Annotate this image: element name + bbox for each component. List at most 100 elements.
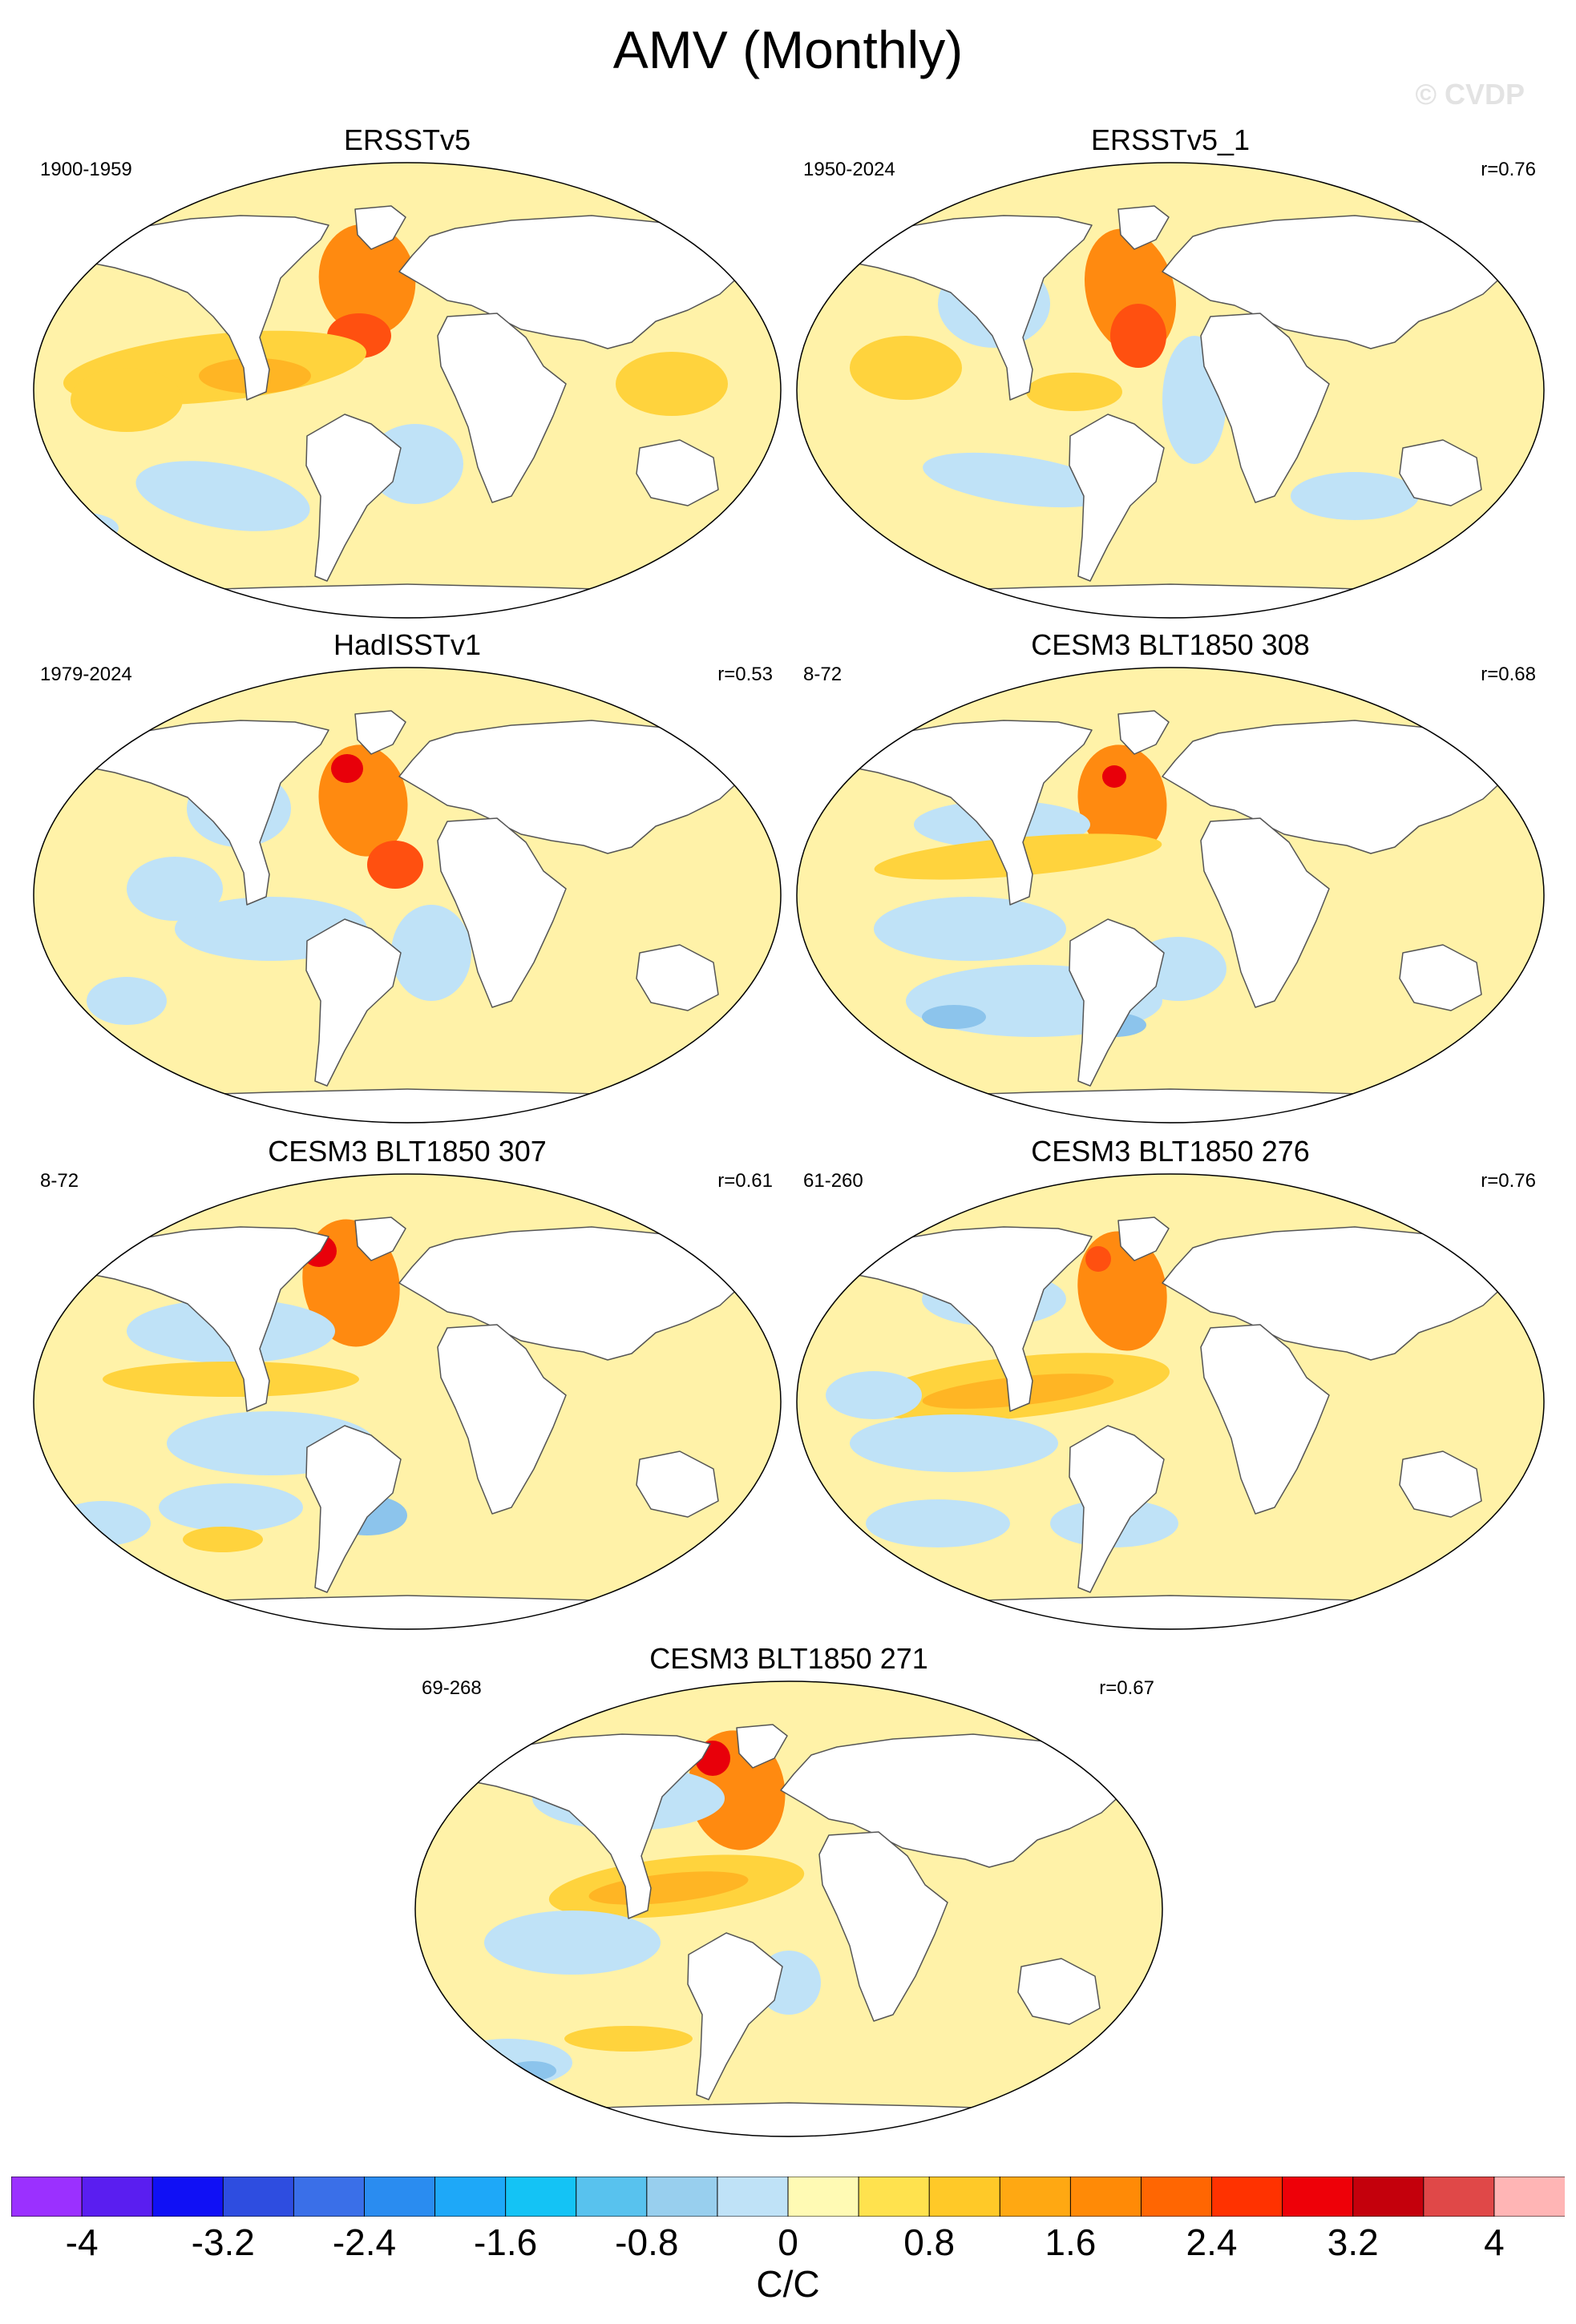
colorbar-box (222, 2177, 295, 2217)
land-south-america (305, 414, 402, 582)
land-greenland (354, 205, 406, 250)
sst-anomaly-blob (1110, 304, 1166, 368)
sst-anomaly-blob (1077, 744, 1167, 857)
sst-anomaly-blob (318, 224, 416, 336)
colorbar-box (1069, 2177, 1142, 2217)
land-greenland (354, 710, 406, 755)
sst-anomaly-blob (1085, 1246, 1111, 1272)
panel-title: HadISSTv1 (333, 628, 482, 661)
land-greenland (1117, 710, 1170, 755)
land-antarctica (118, 1595, 697, 1629)
land-north-america (837, 720, 1093, 906)
land-antarctica (118, 583, 697, 618)
sst-anomaly-blob (444, 2039, 572, 2087)
panel-title: CESM3 BLT1850 271 (649, 1642, 928, 1675)
land-australia (1017, 1958, 1101, 2025)
sst-anomaly-blob (484, 1910, 661, 1975)
colorbar-tick-label: -3.2 (191, 2221, 255, 2263)
colorbar-box (1140, 2177, 1213, 2217)
land-south-america (305, 1425, 402, 1593)
colorbar-units: C/C (756, 2263, 820, 2305)
colorbar-box (646, 2177, 718, 2217)
sst-anomaly-blob (71, 368, 183, 432)
land-eurasia (780, 1733, 1134, 1868)
colorbar-box (293, 2177, 366, 2217)
land-north-america (74, 1226, 329, 1412)
map-outline (796, 667, 1545, 1124)
world-map (33, 1173, 782, 1630)
land-south-america (1069, 918, 1165, 1087)
sst-anomaly-blob (564, 2026, 693, 2052)
colorbar-box (434, 2177, 507, 2217)
land-south-america (305, 918, 402, 1087)
land-greenland (1117, 205, 1170, 250)
land-south-america (1069, 1425, 1165, 1593)
colorbar (11, 2177, 1565, 2217)
sst-anomaly-blob (866, 1499, 1010, 1547)
sst-anomaly-blob (331, 754, 363, 783)
land-eurasia (398, 1226, 753, 1361)
colorbar-box (999, 2177, 1072, 2217)
land-antarctica (881, 583, 1460, 618)
map-panel-cesm3-307: CESM3 BLT1850 307 8-72 r=0.61 (30, 1136, 784, 1632)
land-eurasia (1162, 720, 1516, 854)
map-outline (796, 1173, 1545, 1630)
map-outline (33, 667, 782, 1124)
map-panel-ersstv5-1: ERSSTv5_1 1950-2024 r=0.76 (794, 124, 1547, 621)
sst-anomaly-blob (874, 897, 1066, 961)
land-north-america (455, 1733, 711, 1919)
land-greenland (1117, 1216, 1170, 1261)
sst-anomaly-blob (183, 1527, 263, 1552)
land-south-america (1069, 414, 1165, 582)
map-panel-cesm3-276: CESM3 BLT1850 276 61-260 r=0.76 (794, 1136, 1547, 1632)
colorbar-box (1352, 2177, 1424, 2217)
colorbar-box (363, 2177, 436, 2217)
panel-correlation: r=0.68 (1481, 664, 1536, 685)
colorbar-tick-label: -0.8 (615, 2221, 679, 2263)
sst-anomaly-blob (922, 1005, 986, 1029)
land-africa (1200, 313, 1330, 503)
colorbar-box (717, 2177, 790, 2217)
sst-anomaly-blob (923, 452, 1113, 508)
panel-correlation: r=0.67 (1099, 1677, 1154, 1699)
panel-title: CESM3 BLT1850 307 (268, 1135, 547, 1168)
world-map (796, 162, 1545, 619)
sst-anomaly-blob (127, 857, 223, 921)
panel-period: 69-268 (422, 1677, 482, 1699)
land-australia (1399, 439, 1482, 506)
colorbar-tick-label: 4 (1484, 2221, 1505, 2263)
map-panel-hadisstv1: HadISSTv1 1979-2024 r=0.53 (30, 629, 784, 1126)
sst-anomaly-blob (850, 336, 962, 400)
sst-anomaly-blob (367, 841, 423, 889)
figure-title: AMV (Monthly) (612, 20, 964, 79)
panel-period: 1900-1959 (40, 159, 132, 180)
land-africa (1200, 1324, 1330, 1515)
land-africa (1200, 817, 1330, 1008)
watermark: © CVDP (1415, 78, 1525, 111)
land-antarctica (499, 2102, 1078, 2136)
land-africa (437, 817, 567, 1008)
panel-period: 1979-2024 (40, 664, 132, 685)
land-south-america (687, 1932, 783, 2100)
land-australia (1399, 1450, 1482, 1518)
land-greenland (736, 1724, 788, 1769)
colorbar-box (11, 2177, 83, 2217)
colorbar-box (858, 2177, 931, 2217)
map-panel-cesm3-271: CESM3 BLT1850 271 69-268 r=0.67 (412, 1643, 1166, 2140)
land-eurasia (398, 215, 753, 349)
land-australia (636, 1450, 719, 1518)
panel-title: ERSSTv5 (343, 123, 471, 156)
land-antarctica (881, 1595, 1460, 1629)
land-eurasia (1162, 215, 1516, 349)
colorbar-tick-label: 0 (778, 2221, 798, 2263)
land-greenland (354, 1216, 406, 1261)
colorbar-box (81, 2177, 154, 2217)
land-australia (636, 944, 719, 1011)
sst-anomaly-blob (135, 461, 310, 531)
sst-anomaly-blob (616, 352, 728, 416)
colorbar-box (787, 2177, 860, 2217)
panel-period: 8-72 (40, 1170, 79, 1192)
map-outline (414, 1680, 1163, 2137)
colorbar-tick-label: 2.4 (1186, 2221, 1238, 2263)
land-eurasia (1162, 1226, 1516, 1361)
